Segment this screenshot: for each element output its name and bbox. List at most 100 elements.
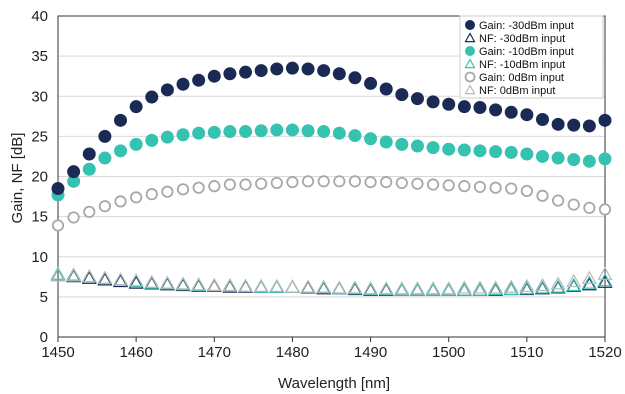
- x-tick-label: 1470: [198, 344, 231, 361]
- data-point: [331, 281, 347, 295]
- data-point: [206, 278, 222, 292]
- data-point: [285, 61, 299, 75]
- data-point: [505, 182, 518, 195]
- data-point: [112, 273, 129, 288]
- data-point: [488, 281, 504, 296]
- data-point: [129, 100, 143, 114]
- data-point: [145, 188, 158, 201]
- data-point: [488, 280, 504, 294]
- data-point: [364, 132, 378, 146]
- data-point: [145, 133, 159, 147]
- x-tick-label: 1460: [119, 344, 152, 361]
- data-point: [489, 145, 503, 159]
- data-point: [347, 280, 363, 294]
- data-point: [583, 201, 596, 214]
- y-tick-label: 25: [31, 128, 48, 145]
- y-axis-title: Gain, NF [dB]: [9, 133, 26, 224]
- data-point: [550, 280, 566, 294]
- data-point: [331, 280, 347, 294]
- data-point: [317, 125, 331, 139]
- data-point: [597, 273, 613, 287]
- data-point: [331, 281, 347, 295]
- data-point: [208, 180, 221, 193]
- data-point: [378, 281, 394, 295]
- series-markers: [51, 175, 612, 232]
- data-point: [567, 153, 581, 167]
- data-point: [395, 137, 409, 151]
- data-point: [50, 268, 66, 282]
- data-point: [206, 277, 222, 292]
- data-point: [534, 280, 551, 294]
- data-point: [552, 194, 565, 207]
- data-point: [456, 282, 472, 296]
- data-point: [51, 219, 65, 232]
- data-point: [581, 270, 597, 284]
- y-tick-label: 20: [31, 169, 48, 186]
- data-point: [598, 113, 612, 127]
- data-point: [284, 279, 300, 293]
- y-tick-label: 5: [40, 289, 48, 306]
- data-point: [363, 281, 379, 295]
- data-point: [191, 277, 207, 291]
- legend-box: [459, 15, 604, 99]
- data-point: [551, 151, 565, 165]
- data-point: [81, 270, 97, 284]
- data-point: [98, 129, 112, 143]
- legend-marker: [465, 46, 475, 56]
- x-tick-label: 1450: [41, 344, 74, 361]
- data-point: [83, 205, 96, 218]
- data-point: [161, 185, 174, 198]
- data-point: [364, 76, 378, 90]
- data-point: [301, 62, 315, 76]
- data-point: [128, 273, 144, 287]
- data-point: [270, 123, 284, 137]
- data-point: [176, 128, 190, 142]
- data-point: [489, 103, 503, 117]
- data-point: [207, 69, 221, 83]
- data-point: [582, 154, 596, 168]
- data-point: [239, 65, 253, 79]
- data-point: [473, 180, 487, 194]
- data-point: [394, 281, 410, 295]
- data-point: [130, 191, 143, 204]
- data-point: [97, 272, 113, 286]
- data-point: [160, 83, 174, 97]
- data-point: [536, 189, 549, 202]
- data-point: [426, 178, 440, 191]
- data-point: [566, 277, 582, 292]
- legend-marker: [464, 32, 476, 43]
- data-point: [597, 274, 613, 288]
- data-point: [129, 137, 143, 151]
- data-point: [567, 198, 580, 211]
- data-point: [489, 181, 502, 194]
- data-point: [284, 279, 300, 293]
- x-tick-label: 1480: [276, 344, 309, 361]
- x-tick-label: 1510: [510, 344, 543, 361]
- data-point: [567, 118, 581, 132]
- data-point: [534, 277, 551, 292]
- data-point: [284, 279, 300, 293]
- data-point: [520, 108, 534, 122]
- series-markers: [51, 61, 612, 196]
- data-point: [348, 175, 362, 188]
- data-point: [81, 269, 97, 283]
- data-point: [300, 280, 316, 294]
- legend-marker: [465, 20, 475, 30]
- data-point: [519, 278, 535, 292]
- data-point: [473, 144, 487, 158]
- data-point: [458, 180, 471, 193]
- data-point: [82, 147, 96, 161]
- data-point: [598, 203, 612, 216]
- data-point: [67, 165, 81, 179]
- data-point: [253, 279, 269, 293]
- data-point: [441, 282, 457, 296]
- x-tick-label: 1490: [354, 344, 387, 361]
- data-point: [409, 281, 425, 295]
- data-point: [379, 82, 393, 96]
- legend-label: Gain: -30dBm input: [479, 20, 574, 32]
- data-point: [332, 126, 346, 140]
- data-point: [160, 130, 174, 144]
- data-point: [223, 67, 237, 81]
- data-point: [395, 88, 409, 102]
